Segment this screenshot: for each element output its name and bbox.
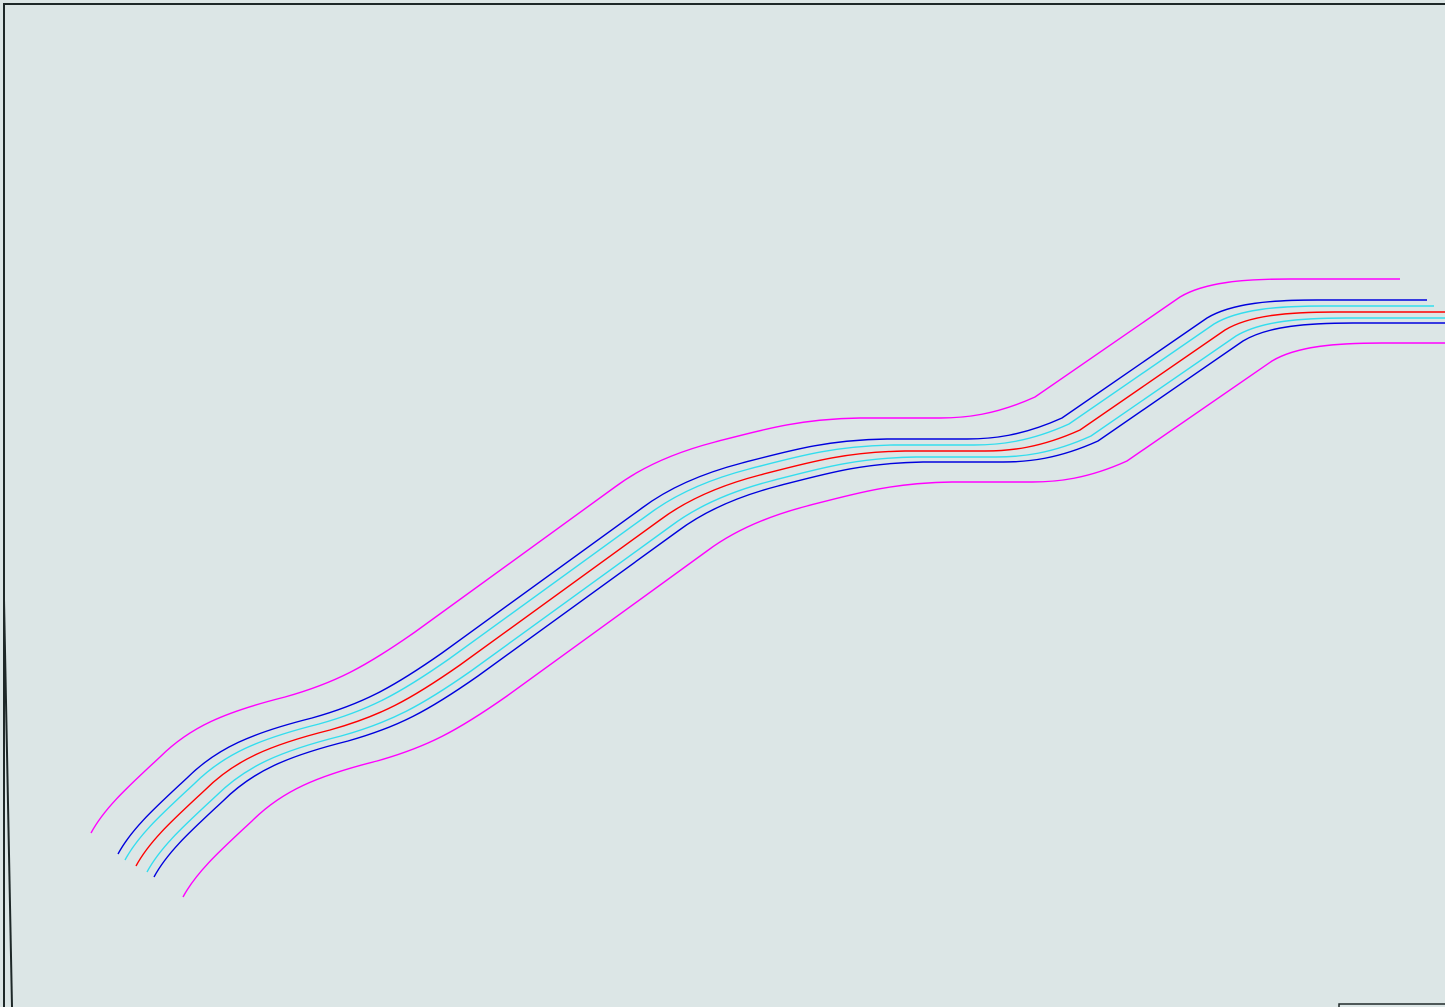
road-line-outer-boundary-1 bbox=[90, 278, 1400, 834]
road-line-outer-boundary-7 bbox=[182, 342, 1445, 898]
road-line-lane-inner-5 bbox=[146, 317, 1445, 873]
road-line-lane-edge-2 bbox=[117, 299, 1427, 855]
bottom-right-marker bbox=[1338, 1003, 1445, 1007]
road-line-lane-edge-6 bbox=[153, 322, 1445, 878]
canvas-frame bbox=[3, 3, 1445, 1007]
road-lines bbox=[90, 278, 1445, 898]
road-line-lane-inner-3 bbox=[124, 305, 1434, 861]
road-line-centerline-4 bbox=[135, 311, 1445, 867]
left-edge-marker bbox=[3, 599, 13, 1007]
